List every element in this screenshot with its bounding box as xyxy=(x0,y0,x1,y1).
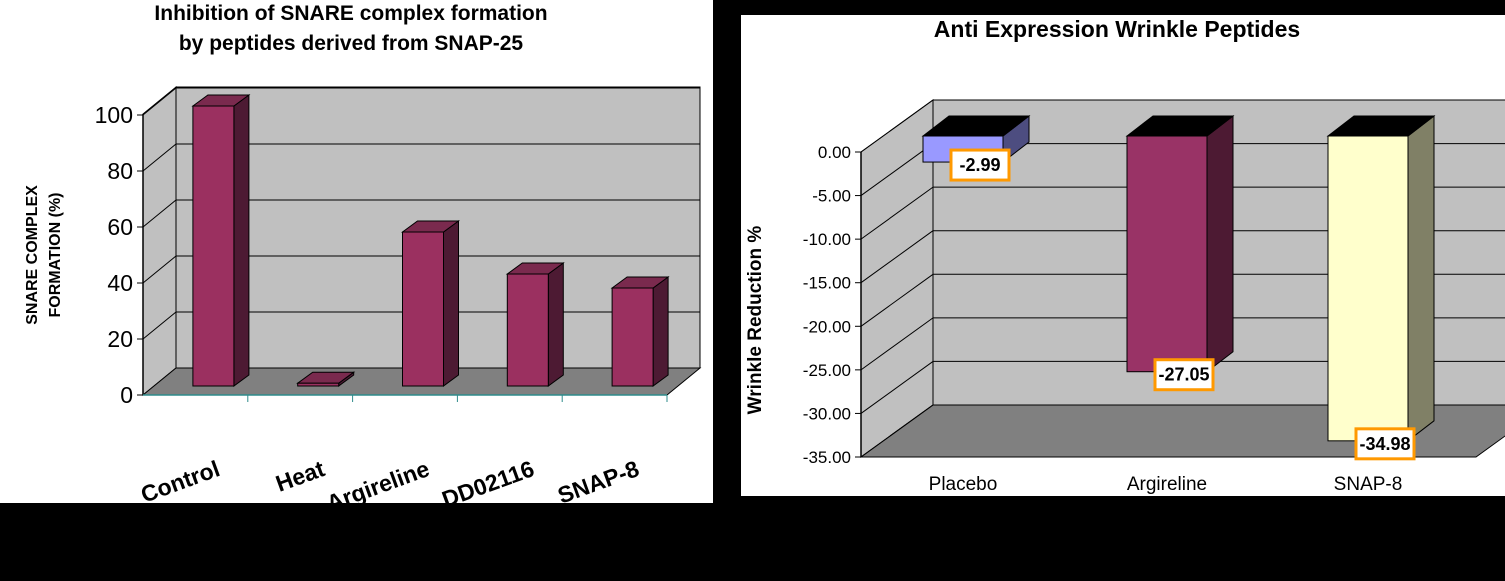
bar-side xyxy=(547,262,564,387)
y-tick-label: -5.00 xyxy=(812,187,851,206)
gridline-side xyxy=(860,230,934,284)
y-tick-label: 40 xyxy=(107,270,133,296)
y-tick-label: -20.00 xyxy=(803,317,851,336)
gridline-side xyxy=(860,404,934,458)
chart-title: Anti Expression Wrinkle Peptides xyxy=(934,16,1300,42)
gridline-side xyxy=(142,255,177,284)
y-tick-label: 80 xyxy=(107,158,133,184)
y-axis-label: Wrinkle Reduction % xyxy=(745,226,766,415)
category-label: Argireline xyxy=(323,455,433,503)
bar xyxy=(192,105,235,387)
gridline-side xyxy=(860,186,934,240)
gridline-side xyxy=(142,199,177,228)
category-label: Control xyxy=(137,455,223,503)
bar-side xyxy=(652,276,669,387)
gridline-side xyxy=(860,273,934,327)
y-tick-label: 20 xyxy=(107,326,133,352)
category-label: Argireline xyxy=(1127,474,1207,495)
side-wall xyxy=(860,99,934,458)
bar xyxy=(1327,135,1409,442)
y-axis-label: FORMATION (%) xyxy=(47,192,64,317)
data-label: -2.99 xyxy=(959,155,1000,175)
category-label: SNAP-8 xyxy=(1334,474,1403,495)
wrinkle-chart-panel: 0.00 -5.00 -10.00 -15.00 -20.00 -25.00 -30.00 -… xyxy=(741,15,1505,496)
bar xyxy=(506,273,549,387)
snare-chart-panel: 0 20 40 60 80 100 Control Heat Argireline DD02116… xyxy=(0,0,713,503)
category-label: Heat xyxy=(272,455,328,497)
wrinkle-chart: 0.00 -5.00 -10.00 -15.00 -20.00 -25.00 -30.00 -… xyxy=(745,16,1505,495)
side-wall xyxy=(142,85,177,397)
bar-side xyxy=(1206,114,1234,373)
y-tick-label: -15.00 xyxy=(803,274,851,293)
y-tick-label: -10.00 xyxy=(803,230,851,249)
gridline-side xyxy=(142,311,177,340)
data-label-box xyxy=(949,148,1011,182)
y-tick-label: -30.00 xyxy=(803,404,851,423)
bar xyxy=(611,287,654,387)
y-tick-label: 0 xyxy=(120,382,133,408)
y-tick-label: 60 xyxy=(107,214,133,240)
y-tick-label: 100 xyxy=(95,102,133,128)
y-axis-label: SNARE COMPLEX xyxy=(24,185,41,325)
bar xyxy=(1126,135,1208,373)
y-tick-label: 0.00 xyxy=(818,143,851,162)
y-tick-label: -35.00 xyxy=(803,448,851,467)
y-tick-label: -25.00 xyxy=(803,361,851,380)
bar-side xyxy=(443,220,459,387)
bar-side xyxy=(233,94,250,387)
data-label-box xyxy=(1354,427,1416,461)
gridline-side xyxy=(860,317,934,371)
category-label: Placebo xyxy=(929,474,998,495)
chart-title: Inhibition of SNARE complex formation xyxy=(154,2,547,25)
gridline-side xyxy=(142,87,177,116)
category-label: DD02116 xyxy=(438,455,537,503)
bar-side xyxy=(1407,114,1435,442)
data-label: -34.98 xyxy=(1359,434,1410,454)
gridline-side xyxy=(860,143,934,196)
gridline-side xyxy=(860,99,934,153)
category-label: SNAP-8 xyxy=(554,455,642,503)
data-label: -27.05 xyxy=(1158,365,1209,385)
gridline-side xyxy=(142,143,177,172)
chart-title: by peptides derived from SNAP-25 xyxy=(179,32,524,55)
data-label-box xyxy=(1153,358,1215,392)
bar xyxy=(402,231,444,387)
bar xyxy=(297,382,340,387)
gridline-side xyxy=(860,361,934,414)
